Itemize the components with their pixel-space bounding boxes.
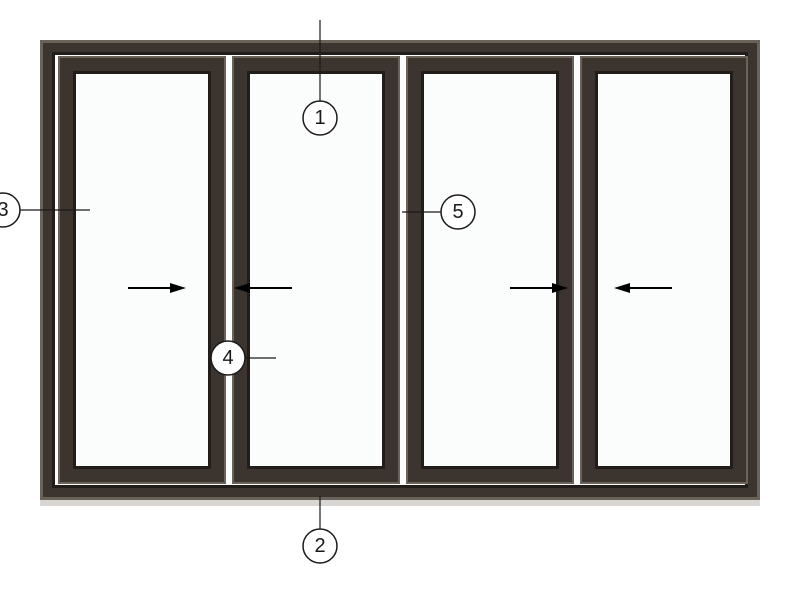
door-panel-1 <box>58 56 226 484</box>
callout-2: 2 <box>303 496 337 563</box>
callout-number-2: 2 <box>314 535 325 557</box>
callout-number-5: 5 <box>452 201 463 223</box>
glass-pane-1 <box>76 74 208 466</box>
callout-number-4: 4 <box>222 347 233 369</box>
door-panel-4 <box>580 56 748 484</box>
track-shadow <box>40 500 760 506</box>
callout-number-3: 3 <box>0 199 9 221</box>
glass-pane-3 <box>424 74 556 466</box>
door-panel-3 <box>406 56 574 484</box>
callout-number-1: 1 <box>314 107 325 129</box>
glass-pane-4 <box>598 74 730 466</box>
sliding-door-diagram: 1 2 3 4 5 <box>0 0 800 600</box>
